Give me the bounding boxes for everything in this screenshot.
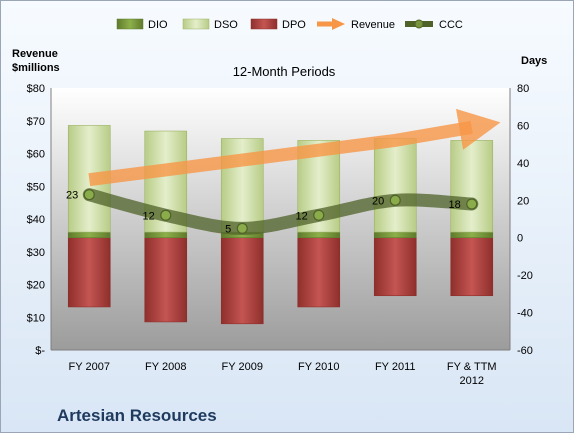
legend-label-dio: DIO — [148, 19, 168, 31]
dso-bar — [373, 138, 417, 233]
left-tick-label: $20 — [27, 280, 45, 292]
legend: DIO DSO DPO Revenue CCC — [116, 18, 463, 31]
right-tick-label: -60 — [517, 345, 533, 357]
right-tick-label: 60 — [517, 120, 529, 132]
ccc-data-label: 5 — [225, 223, 231, 235]
left-tick-label: $70 — [27, 116, 45, 128]
revenue-line — [88, 108, 501, 187]
left-tick-label: $30 — [27, 247, 45, 259]
legend-swatch-ccc — [405, 19, 433, 29]
left-tick-label: $80 — [27, 83, 45, 95]
dio-bar — [450, 231, 494, 239]
dpo-bar — [450, 237, 494, 297]
right-axis-title: Days — [521, 55, 547, 67]
chart-title: 12-Month Periods — [233, 64, 336, 79]
right-tick-label: 80 — [517, 83, 529, 95]
ccc-point — [466, 198, 478, 210]
dio-bar — [297, 231, 341, 239]
legend-swatch-revenue — [317, 18, 345, 30]
right-tick-label: 20 — [517, 195, 529, 207]
x-tick-label: FY 2011 — [375, 361, 416, 373]
ccc-data-label: 12 — [296, 210, 308, 222]
left-tick-labels: $80 $70 $60 $50 $40 $30 $20 $10 $- — [27, 83, 46, 357]
legend-label-dpo: DPO — [282, 19, 306, 31]
ccc-line — [82, 188, 479, 235]
right-tick-label: -20 — [517, 270, 533, 282]
ccc-data-label: 18 — [449, 199, 461, 211]
x-tick-label: FY 2007 — [69, 361, 110, 373]
dpo-bar — [373, 237, 417, 297]
right-tick-label: 0 — [517, 233, 523, 245]
ccc-data-label: 12 — [143, 210, 155, 222]
dpo-bar — [67, 237, 111, 308]
right-tick-label: -40 — [517, 308, 533, 320]
dio-bar — [144, 231, 188, 239]
left-tick-label: $10 — [27, 312, 45, 324]
left-axis-title-line2: $millions — [12, 62, 60, 74]
revenue-series — [88, 108, 501, 187]
x-tick-labels: FY 2007 FY 2008 FY 2009 FY 2010 FY 2011 FY & … — [69, 361, 497, 387]
dpo-bar — [220, 237, 264, 325]
legend-label-dso: DSO — [214, 19, 238, 31]
company-name: Artesian Resources — [57, 406, 217, 425]
x-tick-label: FY 2009 — [222, 361, 263, 373]
legend-label-ccc: CCC — [439, 19, 463, 31]
ccc-point — [389, 194, 401, 206]
left-tick-label: $60 — [27, 149, 45, 161]
legend-label-revenue: Revenue — [351, 19, 395, 31]
dso-bar — [450, 140, 494, 233]
left-tick-label: $- — [35, 345, 45, 357]
x-tick-label: FY & TTM — [447, 361, 497, 373]
dio-bar — [373, 231, 417, 239]
right-tick-label: 40 — [517, 158, 529, 170]
legend-swatch-dso — [182, 18, 210, 30]
x-tick-label: FY 2008 — [145, 361, 186, 373]
ccc-point — [313, 209, 325, 221]
dio-bar — [67, 231, 111, 239]
dpo-bar — [297, 237, 341, 308]
ccc-data-label: 23 — [66, 190, 78, 202]
legend-swatch-dio — [116, 18, 144, 30]
ccc-point — [236, 222, 248, 234]
left-axis-title-line1: Revenue — [12, 48, 58, 60]
dpo-bar — [144, 237, 188, 323]
left-tick-label: $40 — [27, 214, 45, 226]
ccc-point — [83, 189, 95, 201]
left-tick-label: $50 — [27, 181, 45, 193]
ccc-point — [160, 209, 172, 221]
x-tick-label: FY 2010 — [298, 361, 339, 373]
x-tick-label: 2012 — [460, 375, 484, 387]
legend-swatch-dpo — [250, 18, 278, 30]
ccc-data-label: 20 — [372, 195, 384, 207]
ccc-series: 23 12 5 12 20 18 — [66, 188, 479, 235]
right-tick-labels: 80 60 40 20 0 -20 -40 -60 — [517, 83, 533, 357]
